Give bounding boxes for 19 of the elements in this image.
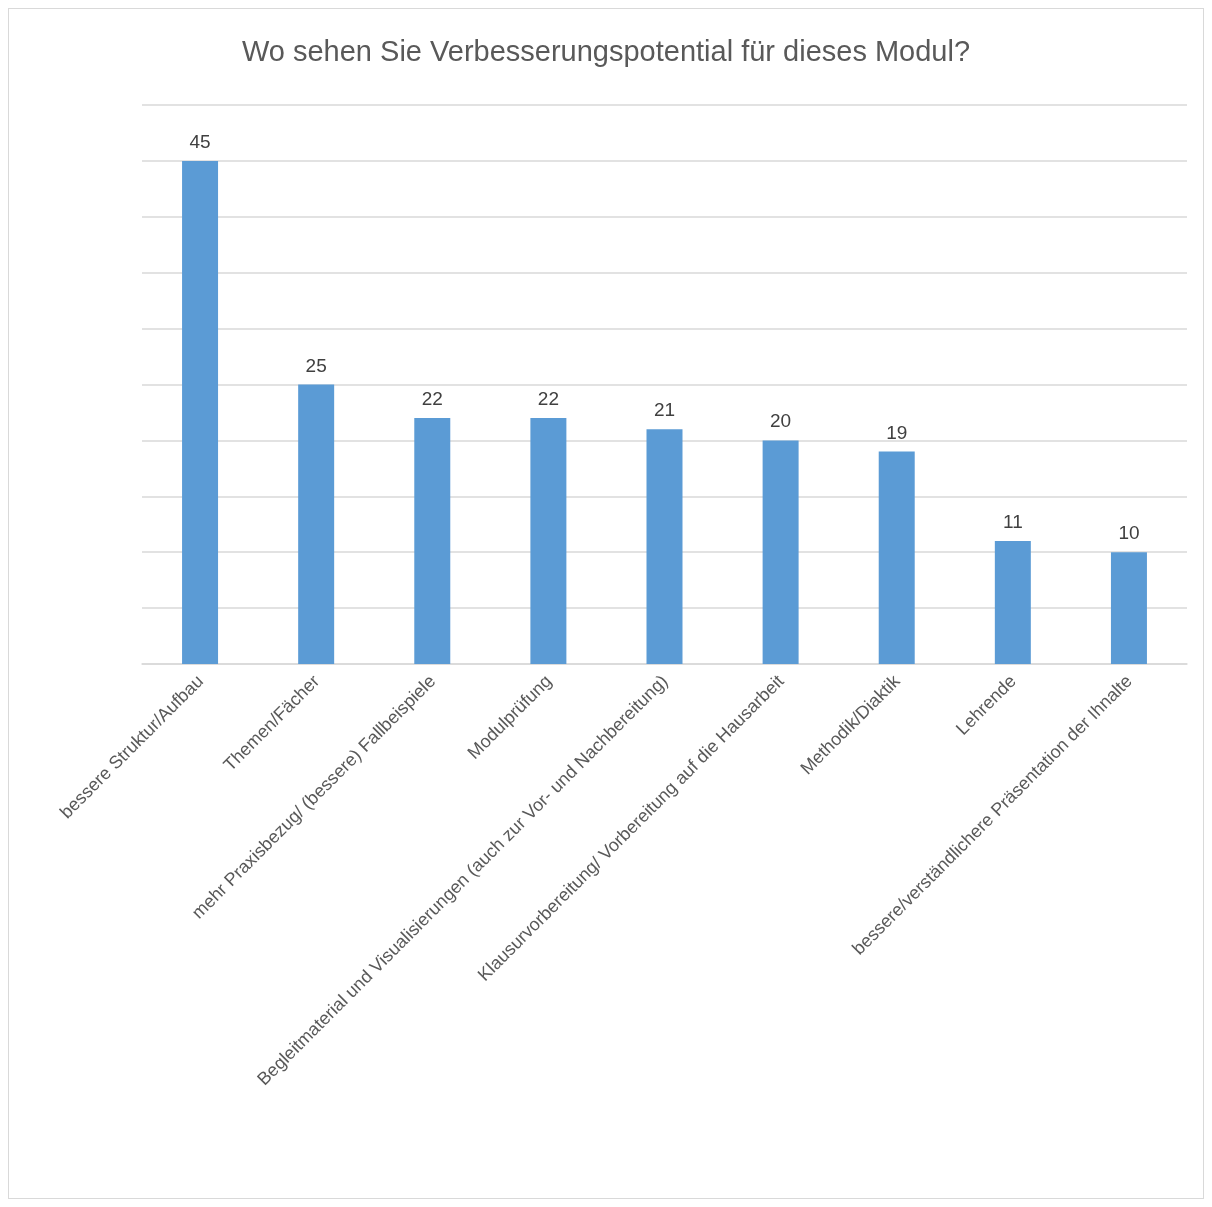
bar — [530, 418, 567, 664]
bar — [1110, 552, 1147, 664]
bar — [182, 160, 219, 664]
data-label: 20 — [770, 410, 792, 432]
data-label: 11 — [1002, 511, 1023, 533]
data-label: 19 — [886, 421, 908, 443]
bar — [762, 440, 799, 664]
data-label: 22 — [537, 388, 559, 410]
bar — [414, 418, 451, 664]
data-label: 25 — [305, 354, 327, 376]
bar — [646, 429, 683, 664]
data-label: 21 — [653, 399, 676, 421]
chart-title: Wo sehen Sie Verbesserungspotential für dieses Modul? — [241, 34, 971, 67]
data-label: 45 — [189, 130, 211, 152]
bar — [878, 451, 915, 664]
bar — [298, 384, 335, 664]
data-label: 10 — [1118, 522, 1140, 544]
bar — [994, 541, 1031, 664]
data-label: 22 — [421, 388, 443, 410]
